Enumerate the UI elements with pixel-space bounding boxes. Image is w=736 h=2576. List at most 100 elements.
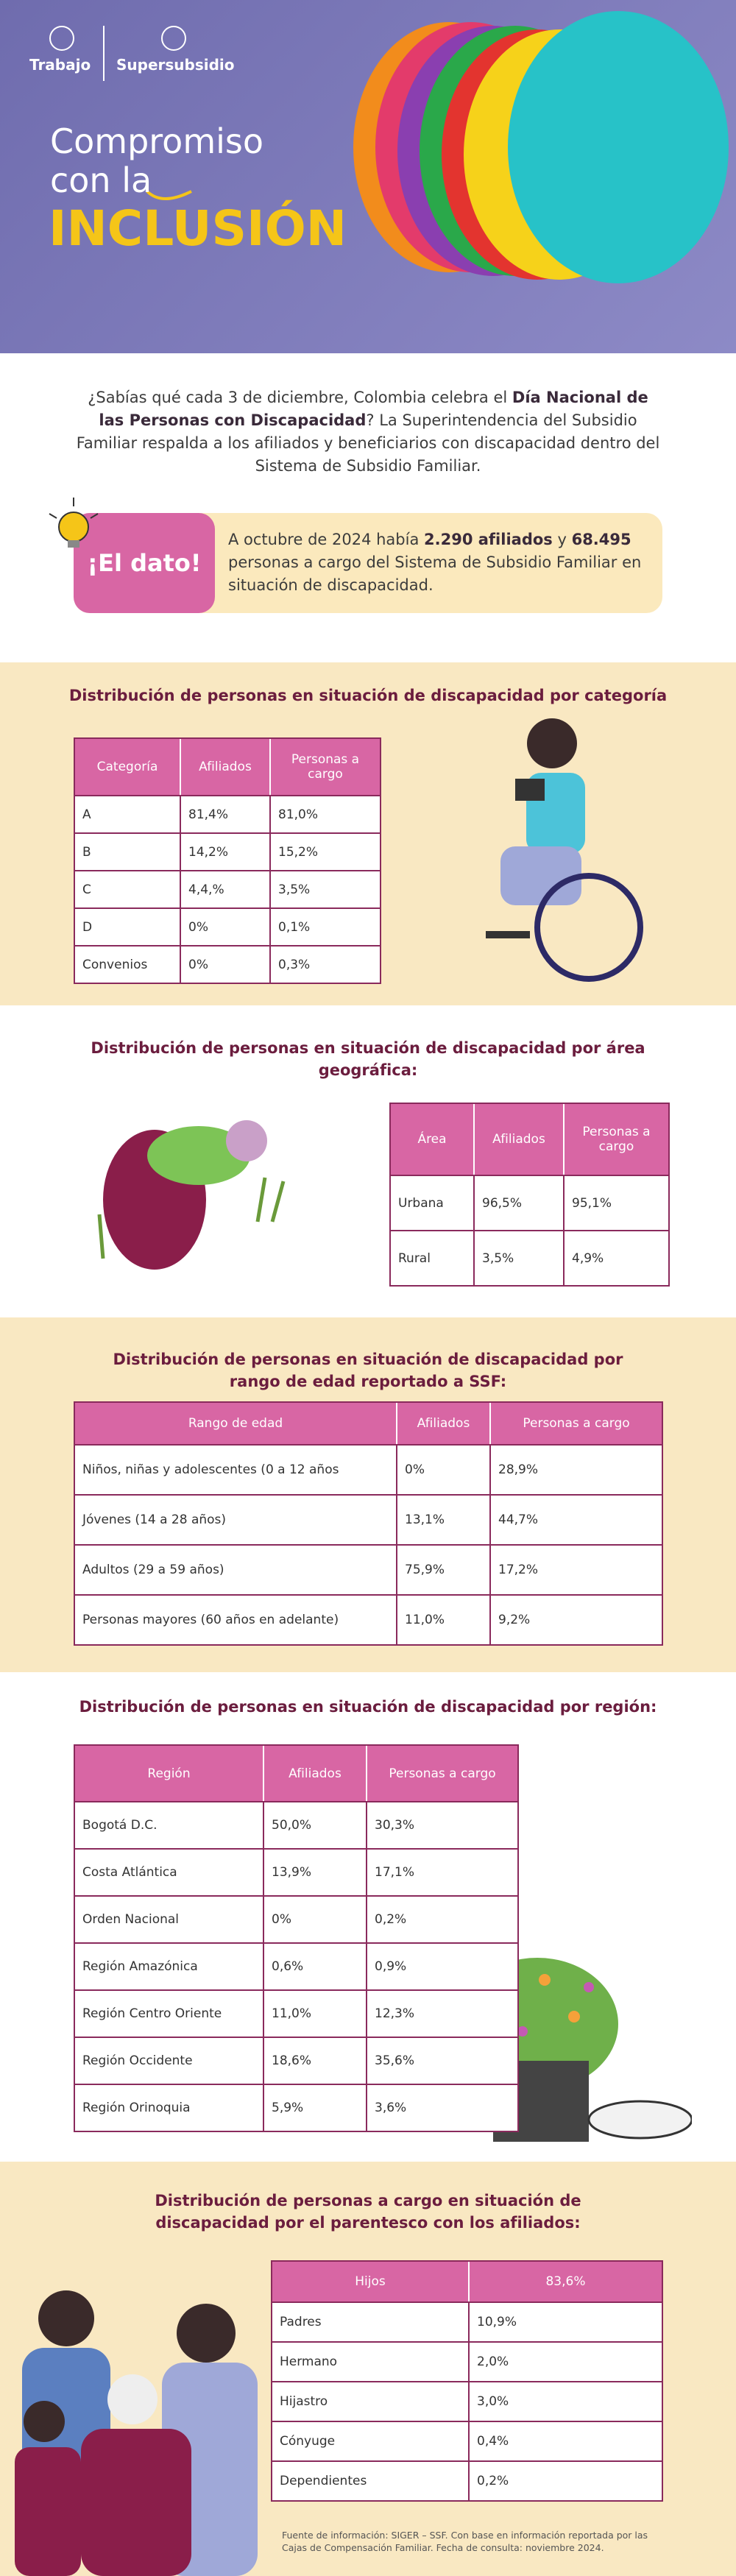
table-cell: Urbana bbox=[398, 1195, 444, 1211]
table-cell: 30,3% bbox=[366, 1802, 517, 1848]
section-title: Distribución de personas en situación de… bbox=[113, 1351, 623, 1390]
table-row: Hermano 2,0% bbox=[272, 2341, 662, 2381]
header-cell: Afiliados bbox=[473, 1104, 563, 1175]
bulb-icon bbox=[49, 498, 99, 548]
table-cell: Bogotá D.C. bbox=[82, 1818, 158, 1833]
header-cell: Área bbox=[391, 1104, 473, 1175]
table-row: Región Occidente 18,6% 35,6% bbox=[75, 2037, 517, 2084]
header: Trabajo Supersubsidio Compromiso con la … bbox=[0, 0, 736, 353]
table-row: Adultos (29 a 59 años) 75,9% 17,2% bbox=[75, 1544, 662, 1594]
table-cell: 0% bbox=[263, 1897, 366, 1942]
table-row: Rural 3,5% 4,9% bbox=[391, 1230, 668, 1285]
table-cell: 3,5% bbox=[269, 871, 380, 907]
intro-bold: Día Nacional de las Personas con Discapa… bbox=[99, 389, 648, 429]
table-row: B 14,2% 15,2% bbox=[75, 832, 380, 870]
table-cell: 0,4% bbox=[468, 2422, 662, 2460]
table-cell: 12,3% bbox=[366, 1991, 517, 2037]
header-cell: Afiliados bbox=[396, 1403, 489, 1444]
table-row: Orden Nacional 0% 0,2% bbox=[75, 1895, 517, 1942]
dato-text-part: y bbox=[552, 531, 572, 548]
title-highlight: INCLUSIÓN bbox=[49, 200, 347, 257]
table-cell: 95,1% bbox=[563, 1176, 668, 1230]
table-cell: 28,9% bbox=[489, 1446, 662, 1494]
intro-text: ¿Sabías qué cada 3 de diciembre, Colombi… bbox=[88, 389, 512, 406]
table-cell: 15,2% bbox=[269, 834, 380, 870]
header-cell: Rango de edad bbox=[75, 1403, 396, 1444]
table-cell: Niños, niñas y adolescentes (0 a 12 años bbox=[82, 1462, 339, 1477]
header-cell: Región bbox=[75, 1746, 263, 1801]
section-title: Distribución de personas en situación de… bbox=[79, 1698, 657, 1716]
table-cell: 18,6% bbox=[263, 2038, 366, 2084]
table-cell: 4,9% bbox=[563, 1231, 668, 1285]
farmer-illustration bbox=[97, 1120, 286, 1270]
header-cell: Hijos bbox=[272, 2262, 468, 2301]
dato-text-part: personas a cargo del Sistema de Subsidio… bbox=[228, 553, 642, 594]
table-cell: Padres bbox=[280, 2315, 322, 2329]
dato-bold: 2.290 afiliados bbox=[424, 531, 553, 548]
table-cell: 3,6% bbox=[366, 2085, 517, 2131]
table-cell: Región Orinoquia bbox=[82, 2101, 191, 2115]
table-cell: 3,5% bbox=[473, 1231, 563, 1285]
table-cell: 14,2% bbox=[180, 834, 269, 870]
table-row: Dependientes 0,2% bbox=[272, 2460, 662, 2500]
title-line2: con la bbox=[50, 160, 152, 200]
table-cell: 44,7% bbox=[489, 1496, 662, 1544]
table-row: D 0% 0,1% bbox=[75, 907, 380, 945]
table-row: Padres 10,9% bbox=[272, 2301, 662, 2341]
table-cell: 96,5% bbox=[473, 1176, 563, 1230]
table-header: Área Afiliados Personas a cargo bbox=[391, 1104, 668, 1175]
table-row: Región Centro Oriente 11,0% 12,3% bbox=[75, 1989, 517, 2037]
dato-text: A octubre de 2024 había 2.290 afiliados … bbox=[228, 528, 648, 597]
table-cell: 17,2% bbox=[489, 1546, 662, 1594]
footnote: Fuente de información: SIGER – SSF. Con … bbox=[282, 2530, 648, 2553]
table-cell: 5,9% bbox=[263, 2085, 366, 2131]
table-cell: 0,3% bbox=[269, 946, 380, 983]
table-row: Niños, niñas y adolescentes (0 a 12 años… bbox=[75, 1444, 662, 1494]
table-cell: Hermano bbox=[280, 2354, 338, 2369]
table-cell: Región Occidente bbox=[82, 2053, 193, 2068]
logo-supersubsidio: Supersubsidio bbox=[116, 56, 235, 74]
data-table: Hijos 83,6% Padres 10,9% Hermano 2,0% Hijastro… bbox=[271, 2260, 663, 2502]
table-row: Cónyuge 0,4% bbox=[272, 2421, 662, 2460]
table-cell: Hijastro bbox=[280, 2394, 328, 2409]
wheelchair-illustration bbox=[486, 718, 643, 982]
table-cell: 3,0% bbox=[468, 2382, 662, 2421]
table-cell: Orden Nacional bbox=[82, 1912, 180, 1927]
heads-illustration bbox=[353, 11, 729, 283]
table-cell: 17,1% bbox=[366, 1850, 517, 1895]
table-cell: C bbox=[82, 882, 91, 897]
table-cell: Cónyuge bbox=[280, 2434, 336, 2449]
header-cell: Personas a cargo bbox=[489, 1403, 662, 1444]
data-table: Área Afiliados Personas a cargo Urbana 96,5%… bbox=[389, 1103, 670, 1287]
logo-trabajo: Trabajo bbox=[29, 56, 91, 74]
table-cell: Personas mayores (60 años en adelante) bbox=[82, 1613, 339, 1627]
table-cell: 0,9% bbox=[366, 1944, 517, 1989]
table-cell: 10,9% bbox=[468, 2303, 662, 2341]
table-cell: 50,0% bbox=[263, 1802, 366, 1848]
table-header: Categoría Afiliados Personas a cargo bbox=[75, 739, 380, 795]
table-cell: 0,2% bbox=[366, 1897, 517, 1942]
title-line1: Compromiso bbox=[50, 121, 264, 161]
table-row: Personas mayores (60 años en adelante) 11… bbox=[75, 1594, 662, 1644]
table-cell: Dependientes bbox=[280, 2474, 367, 2488]
table-cell: 11,0% bbox=[263, 1991, 366, 2037]
dato-text-part: A octubre de 2024 había bbox=[228, 531, 425, 548]
table-cell: Convenios bbox=[82, 957, 148, 972]
table-row: Jóvenes (14 a 28 años) 13,1% 44,7% bbox=[75, 1494, 662, 1544]
table-cell: 2,0% bbox=[468, 2343, 662, 2381]
table-cell: 0,2% bbox=[468, 2462, 662, 2500]
table-cell: 4,4,% bbox=[180, 871, 269, 907]
table-cell: Región Amazónica bbox=[82, 1959, 198, 1974]
table-row: Hijastro 3,0% bbox=[272, 2381, 662, 2421]
table-cell: 0% bbox=[180, 909, 269, 945]
table-cell: Región Centro Oriente bbox=[82, 2006, 222, 2021]
section-title: Distribución de personas en situación de… bbox=[68, 687, 668, 704]
table-cell: B bbox=[82, 844, 91, 860]
table-cell: 0% bbox=[396, 1446, 489, 1494]
table-header: Hijos 83,6% bbox=[272, 2262, 662, 2301]
data-table: Categoría Afiliados Personas a cargo A 81,4%… bbox=[74, 737, 381, 984]
table-cell: 35,6% bbox=[366, 2038, 517, 2084]
section-title: Distribución de personas a cargo en situ… bbox=[155, 2192, 581, 2232]
section-title: Distribución de personas en situación de… bbox=[91, 1039, 645, 1079]
dato-label: ¡El dato! bbox=[74, 513, 215, 613]
